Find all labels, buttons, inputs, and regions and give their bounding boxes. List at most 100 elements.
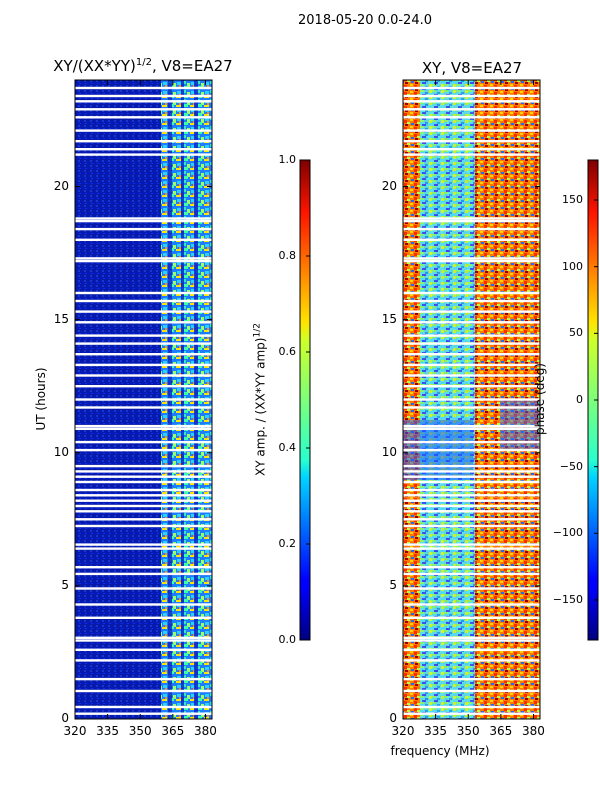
amp-flag-line-23 [75,475,212,478]
amp-flag-line-46 [75,219,212,223]
phase-flag-line-5 [403,648,540,651]
phase-flag-line-40 [403,299,540,303]
phase-flag-line-22 [403,480,540,484]
amp-flag-line-48 [75,153,212,156]
phase-ytick-label-2: 10 [381,444,397,459]
amp-ytick-label-3: 15 [53,311,69,326]
amp-xtick-label-1: 335 [96,724,120,738]
phase-flag-line-33 [403,374,540,377]
amp-ylabel: UT (hours) [34,367,48,431]
amp-flag-line-22 [75,480,212,484]
phase-panel-title: XY, V8=EA27 [421,59,523,77]
amp-title-exponent: 1/2 [135,57,152,68]
amp-flag-line-4 [75,659,212,662]
amp-title-main: XY/(XX*YY) [53,57,136,75]
amp-flag-line-55 [75,94,212,98]
phase-xtick-label-0: 320 [391,724,415,738]
amp-flag-line-1 [75,705,212,709]
amp-cb-tick-label-2: 0.4 [278,441,297,454]
amp-cb-tick-label-1: 0.2 [278,537,297,550]
phase-flag-line-19 [403,499,540,502]
amp-flag-line-19 [75,499,212,502]
amp-flag-line-24 [75,470,212,473]
amp-flag-line-52 [75,116,212,119]
amp-xtick-label-3: 365 [161,724,185,738]
phase-flag-line-37 [403,334,540,337]
amp-xtick-label-4: 380 [194,724,217,738]
amp-flag-line-42 [75,259,212,263]
amp-flag-line-38 [75,321,212,324]
phase-flag-line-18 [403,504,540,508]
phase-plot-frame [402,79,541,720]
amp-ytick-label-2: 10 [53,444,69,459]
amp-cb-tick-label-0: 0.0 [278,633,297,646]
phase-colorbar-label: phase (deg) [533,363,547,436]
amp-ytick-label-4: 20 [53,178,69,193]
phase-colorbar [588,160,598,640]
phase-flag-line-17 [403,510,540,513]
phase-flag-line-21 [403,488,540,492]
amp-flag-line-40 [75,299,212,303]
phase-flag-line-52 [403,116,540,119]
amp-flag-line-0 [75,712,212,715]
phase-flag-line-20 [403,494,540,497]
amp-panel-title: XY/(XX*YY)1/2, V8=EA27 [30,57,256,75]
phase-flag-line-0 [403,712,540,715]
phase-flag-line-8 [403,616,540,619]
amp-flag-line-9 [75,603,212,606]
phase-flag-line-43 [403,257,540,260]
phase-flag-line-56 [403,86,540,90]
phase-flag-line-23 [403,475,540,478]
phase-flag-line-25 [403,464,540,468]
phase-flag-line-50 [403,140,540,143]
amp-colorbar [300,160,310,640]
phase-flag-line-48 [403,153,540,156]
phase-flag-line-29 [403,424,540,428]
amp-flag-line-17 [75,510,212,513]
amp-flag-line-8 [75,616,212,619]
phase-cb-tick-label-3: 0 [576,393,583,406]
phase-axis-ticks [402,80,540,720]
phase-flag-line-6 [403,639,540,642]
amp-cb-tick-label-4: 0.8 [278,249,297,262]
amp-title-suffix: , V8=EA27 [151,57,233,75]
phase-flag-line-27 [403,440,540,444]
phase-flag-line-31 [403,398,540,401]
amp-flag-line-20 [75,494,212,497]
phase-flag-line-12 [403,566,540,569]
amp-flag-line-32 [75,385,212,388]
phase-flag-line-51 [403,129,540,132]
phase-flag-line-45 [403,227,540,231]
phase-ytick-label-1: 5 [389,577,397,592]
amp-flag-line-10 [75,587,212,590]
amp-flag-line-15 [75,524,212,528]
amplitude-heatmap [74,79,213,720]
amp-flag-line-44 [75,238,212,241]
amp-xtick-label-0: 320 [63,724,87,738]
amp-cb-label-exponent: 1/2 [252,323,263,338]
phase-flag-line-55 [403,94,540,98]
phase-flag-line-13 [403,547,540,550]
phase-flag-line-42 [403,259,540,263]
amp-flag-line-3 [75,677,212,681]
amp-flag-line-12 [75,566,212,569]
amp-xtick-label-2: 350 [128,724,152,738]
phase-flag-line-26 [403,448,540,452]
phase-flag-line-34 [403,363,540,367]
phase-xtick-label-3: 365 [489,724,513,738]
phase-flag-line-10 [403,587,540,590]
amp-flag-line-21 [75,488,212,492]
phase-xtick-label-4: 380 [522,724,545,738]
amp-flag-line-56 [75,86,212,90]
phase-flag-line-2 [403,689,540,693]
amp-flag-line-29 [75,424,212,428]
phase-flag-line-54 [403,100,540,103]
phase-cb-tick-label-5: 100 [562,259,583,273]
amp-flag-line-18 [75,504,212,508]
amp-flag-line-13 [75,547,212,550]
amp-flag-line-39 [75,310,212,313]
phase-cb-tick-label-4: 50 [569,326,583,340]
phase-flag-line-46 [403,219,540,223]
phase-flag-line-39 [403,310,540,313]
amp-ytick-label-0: 0 [61,711,69,725]
